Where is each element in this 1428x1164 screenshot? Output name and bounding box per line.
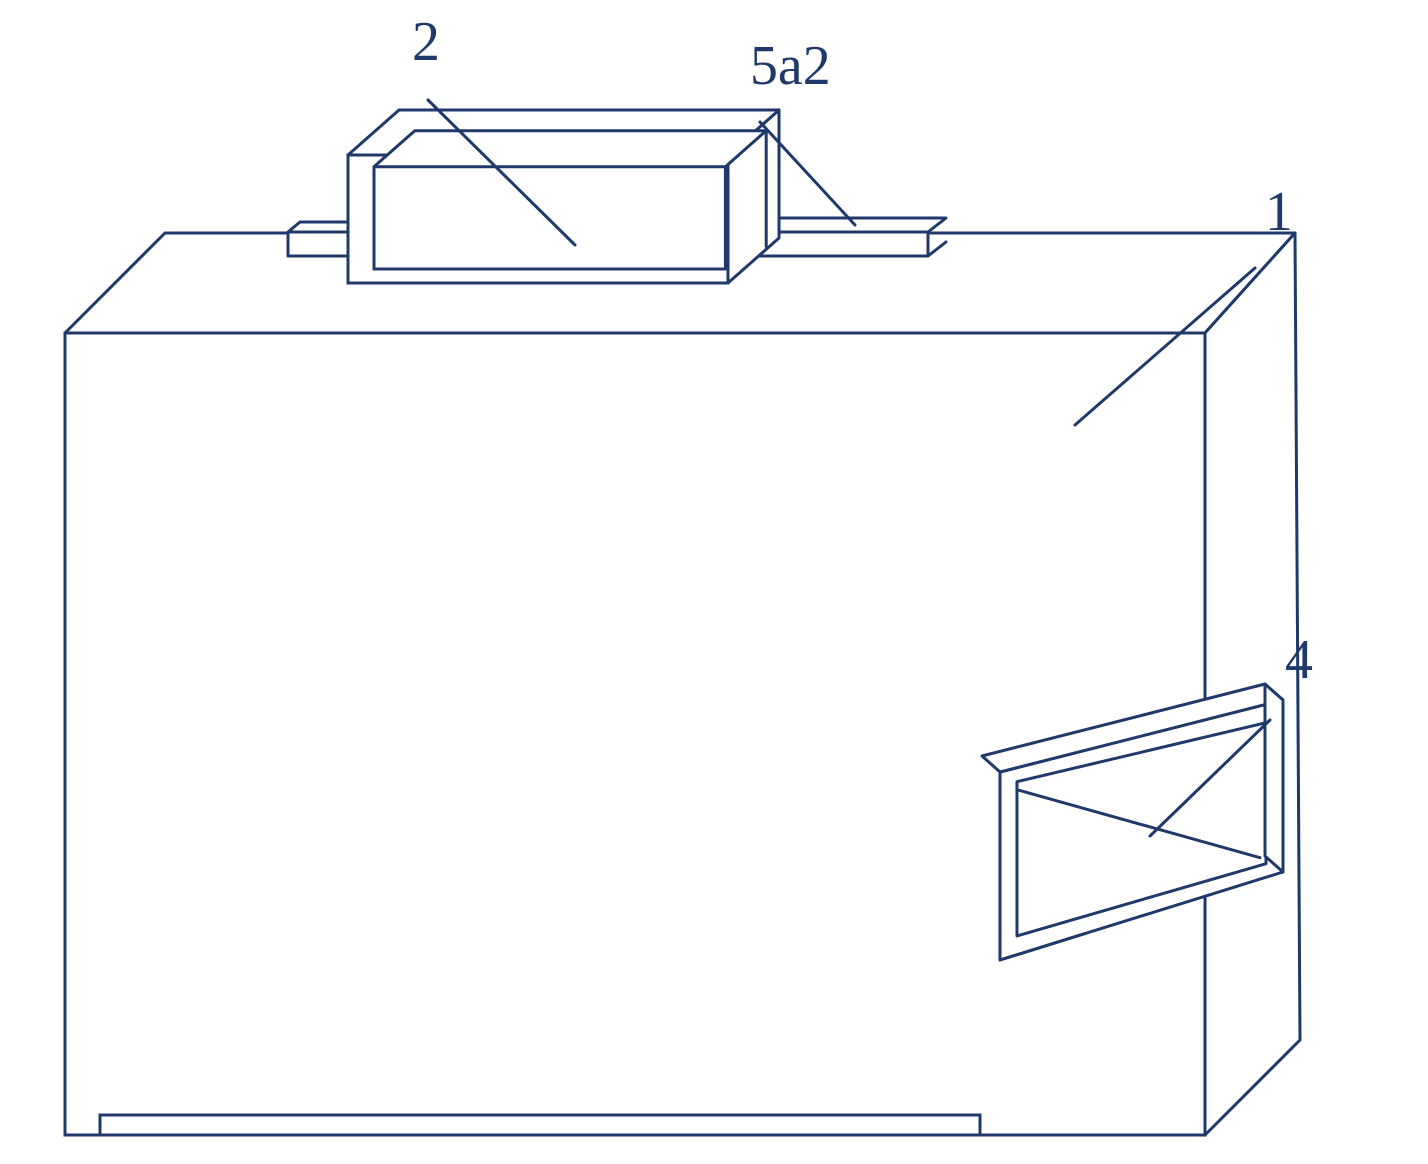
callout-label: 1 [1265, 181, 1293, 243]
callout-label: 5a2 [750, 35, 831, 97]
technical-figure: 2 5a2 1 4 [0, 0, 1428, 1164]
callout-label: 4 [1285, 629, 1313, 691]
callout-label: 2 [412, 11, 440, 73]
